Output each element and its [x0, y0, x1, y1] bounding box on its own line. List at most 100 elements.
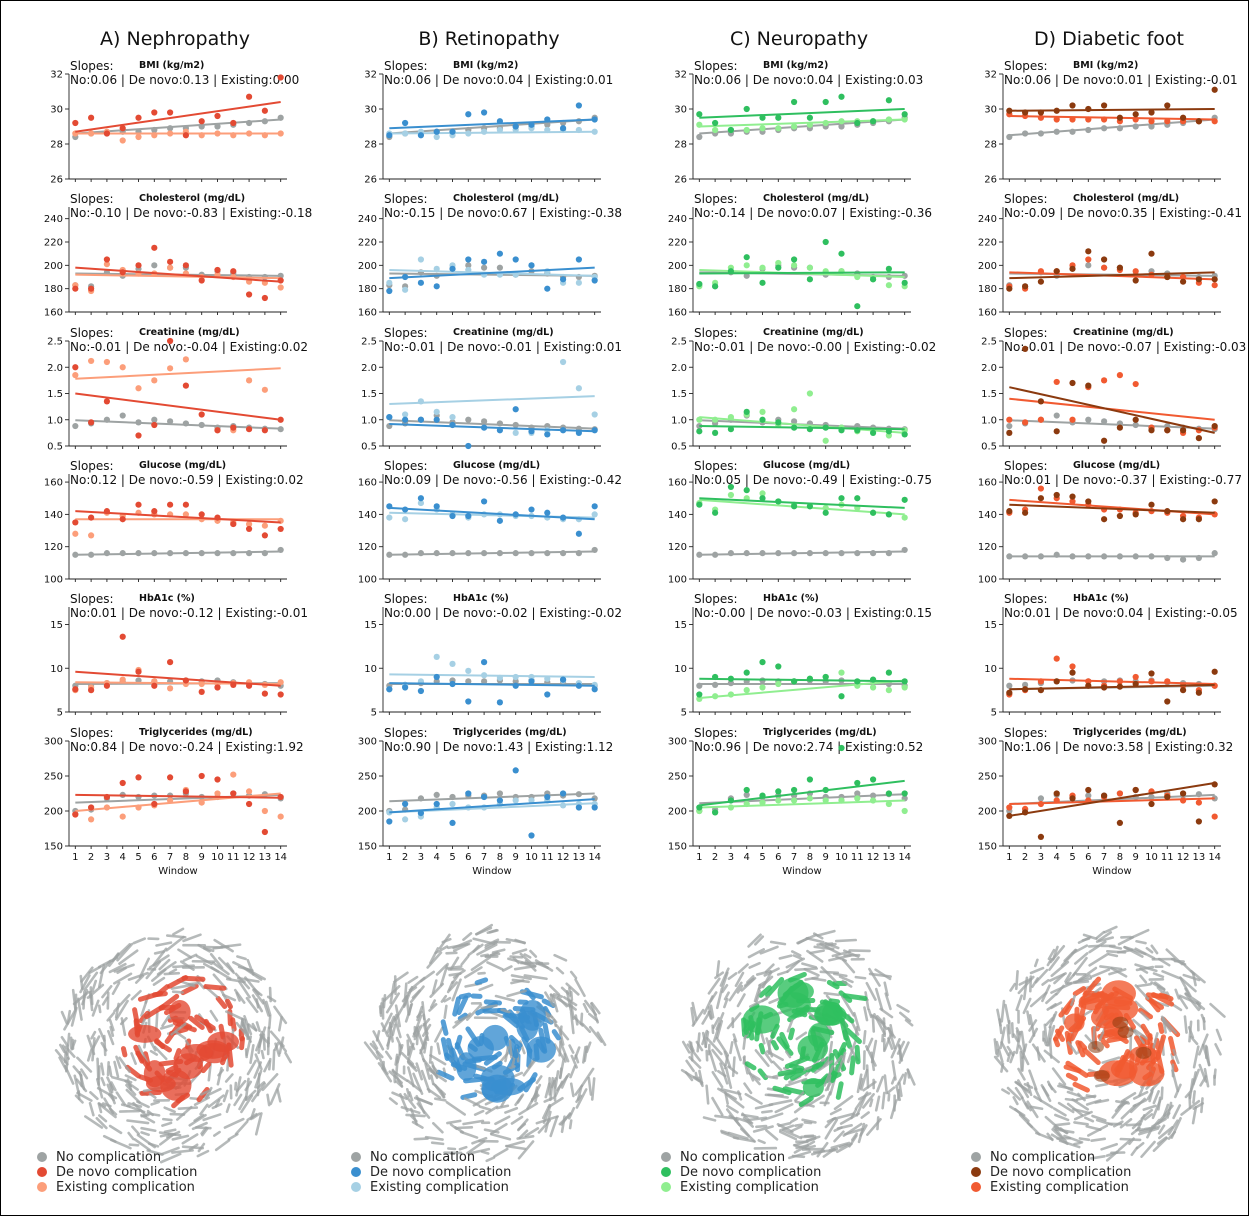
- point-existing: [1022, 419, 1029, 426]
- point-denovo: [1022, 509, 1029, 516]
- embedding-stroke: [470, 956, 491, 972]
- embedding-stroke: [1178, 976, 1192, 998]
- point-denovo: [1195, 516, 1202, 523]
- y-tick-label: 180: [44, 284, 63, 295]
- embedding-stroke: [1138, 1125, 1161, 1133]
- embedding-stroke: [240, 1094, 254, 1114]
- point-denovo: [1132, 511, 1139, 518]
- embedding-stroke: [457, 1012, 468, 1022]
- point-existing: [1101, 377, 1108, 384]
- embedding-stroke: [823, 991, 841, 997]
- point-denovo: [167, 258, 174, 265]
- variable-label: BMI (kg/m2): [139, 60, 204, 71]
- variable-label: Creatinine (mg/dL): [453, 327, 554, 338]
- embedding-stroke: [1192, 1045, 1200, 1069]
- x-tick-label: 1: [696, 852, 702, 863]
- embedding-stroke: [473, 1109, 485, 1116]
- point-denovo: [838, 744, 845, 752]
- point-denovo: [481, 109, 488, 116]
- embedding-plot: [993, 925, 1226, 1162]
- y-tick-label: 160: [978, 308, 997, 319]
- point-denovo: [261, 294, 268, 302]
- embedding-stroke: [1170, 1116, 1182, 1139]
- embedding-stroke: [705, 1036, 723, 1056]
- embedding-stroke: [83, 971, 99, 991]
- y-tick-label: 240: [978, 214, 997, 225]
- embedding-stroke: [429, 982, 445, 998]
- embedding-stroke: [1053, 1036, 1061, 1048]
- point-denovo: [465, 442, 472, 450]
- embedding-stroke: [770, 1039, 779, 1051]
- point-denovo: [198, 511, 205, 518]
- embedding-stroke: [148, 1092, 157, 1099]
- embedding-stroke: [553, 953, 568, 962]
- y-tick-label: 250: [358, 772, 377, 783]
- embedding-stroke: [76, 1056, 93, 1073]
- embedding-stroke: [1055, 984, 1065, 996]
- point-denovo: [135, 114, 142, 121]
- y-tick-label: 250: [44, 772, 63, 783]
- embedding-stroke: [84, 1115, 104, 1129]
- legend-label: Existing complication: [56, 1180, 195, 1195]
- point-denovo: [261, 828, 268, 836]
- point-denovo: [838, 250, 845, 257]
- point-existing: [759, 490, 766, 497]
- embedding-stroke: [1065, 1072, 1078, 1082]
- embedding-stroke: [993, 1055, 1009, 1073]
- y-tick-label: 200: [44, 261, 63, 272]
- embedding-stroke: [862, 1080, 877, 1092]
- point-denovo: [277, 74, 284, 81]
- embedding-stroke: [1191, 1105, 1198, 1125]
- point-existing: [402, 411, 409, 418]
- embedding-stroke: [97, 1004, 102, 1014]
- embedding-cluster: [1093, 1069, 1110, 1082]
- embedding-stroke: [115, 1055, 122, 1069]
- embedding-stroke: [731, 1056, 736, 1078]
- embedding-stroke: [788, 1027, 795, 1041]
- embedding-stroke: [440, 1019, 449, 1036]
- embedding-stroke: [1006, 1024, 1011, 1044]
- embedding-stroke: [1057, 1101, 1075, 1114]
- embedding-stroke: [535, 1075, 543, 1085]
- y-tick-label: 220: [668, 238, 687, 249]
- embedding-stroke: [727, 972, 738, 981]
- x-tick-label: 10: [525, 852, 538, 863]
- point-denovo: [481, 659, 488, 666]
- embedding-stroke: [284, 1051, 293, 1064]
- embedding-stroke: [1155, 1034, 1166, 1061]
- point-denovo: [261, 427, 268, 434]
- embedding-stroke: [79, 974, 91, 994]
- embedding-stroke: [237, 965, 254, 972]
- y-tick-label: 180: [358, 284, 377, 295]
- embedding-stroke: [837, 1051, 847, 1073]
- embedding-cluster: [797, 1035, 829, 1062]
- embedding-stroke: [519, 952, 537, 968]
- embedding-stroke: [416, 1010, 423, 1019]
- embedding-stroke: [132, 937, 147, 945]
- legend-label: De novo complication: [56, 1165, 197, 1180]
- x-tick-label: 6: [465, 852, 471, 863]
- point-denovo: [135, 774, 142, 781]
- point-denovo: [214, 776, 221, 783]
- point-existing: [1006, 804, 1013, 811]
- slopes-label: Slopes:: [70, 459, 114, 473]
- embedding-stroke: [508, 1039, 513, 1059]
- embedding-stroke: [1063, 948, 1077, 963]
- point-existing: [1053, 655, 1060, 662]
- embedding-stroke: [774, 1103, 794, 1114]
- embedding-stroke: [776, 970, 789, 976]
- embedding-stroke: [1023, 1082, 1034, 1089]
- y-tick-label: 220: [358, 238, 377, 249]
- y-tick-label: 32: [364, 70, 377, 81]
- embedding-stroke: [760, 1109, 773, 1114]
- point-denovo: [575, 102, 582, 109]
- embedding-stroke: [734, 971, 745, 988]
- point-denovo: [512, 256, 519, 263]
- point-denovo: [869, 509, 877, 516]
- point-denovo: [198, 277, 205, 284]
- y-tick-label: 240: [358, 214, 377, 225]
- y-tick-label: 140: [978, 510, 997, 521]
- embedding-stroke: [494, 994, 516, 1002]
- embedding-plot: [363, 923, 607, 1163]
